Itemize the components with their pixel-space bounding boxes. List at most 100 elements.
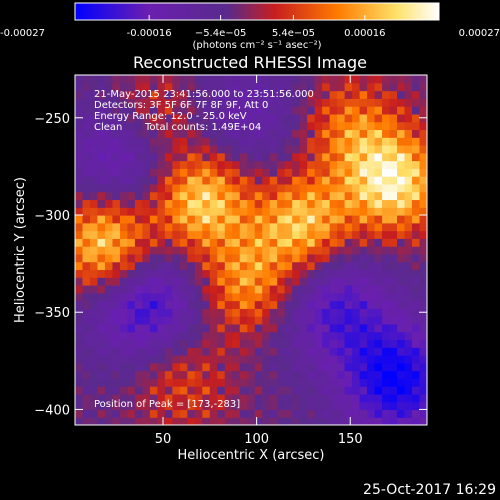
- heatmap-cell: [292, 199, 301, 208]
- heatmap-cell: [247, 113, 256, 123]
- heatmap-cell: [134, 300, 144, 309]
- heatmap-cell: [389, 339, 398, 348]
- heatmap-cell: [314, 238, 323, 247]
- heatmap-cell: [389, 215, 398, 224]
- heatmap-cell: [299, 98, 308, 107]
- heatmap-cell: [89, 331, 99, 341]
- heatmap-cell: [202, 269, 211, 278]
- heatmap-cell: [374, 106, 383, 115]
- heatmap-cell: [352, 370, 361, 379]
- heatmap-cell: [344, 129, 353, 138]
- heatmap-cell: [75, 393, 84, 403]
- heatmap-cell: [127, 362, 136, 372]
- heatmap-cell: [382, 222, 391, 232]
- heatmap-cell: [142, 409, 151, 418]
- heatmap-cell: [254, 261, 263, 271]
- heatmap-cell: [202, 417, 211, 425]
- heatmap-cell: [247, 378, 256, 387]
- heatmap-cell: [179, 292, 188, 302]
- heatmap-cell: [382, 129, 391, 138]
- heatmap-cell: [352, 199, 361, 208]
- heatmap-cell: [299, 137, 308, 146]
- heatmap-cell: [119, 386, 129, 395]
- heatmap-cell: [209, 285, 218, 294]
- heatmap-cell: [344, 409, 353, 418]
- heatmap-cell: [337, 238, 346, 247]
- heatmap-cell: [217, 137, 226, 146]
- heatmap-cell: [344, 308, 353, 317]
- heatmap-cell: [194, 378, 203, 387]
- heatmap-cell: [232, 261, 241, 271]
- heatmap-cell: [239, 207, 248, 216]
- heatmap-cell: [82, 316, 91, 325]
- heatmap-cell: [337, 285, 346, 294]
- heatmap-cell: [412, 300, 421, 309]
- heatmap-cell: [292, 145, 301, 154]
- heatmap-cell: [397, 121, 406, 131]
- heatmap-cell: [374, 199, 383, 208]
- heatmap-cell: [82, 137, 91, 146]
- heatmap-cell: [389, 246, 398, 255]
- heatmap-cell: [75, 339, 84, 348]
- heatmap-cell: [374, 417, 383, 425]
- heatmap-cell: [82, 362, 91, 372]
- heatmap-cell: [134, 331, 144, 341]
- heatmap-cell: [254, 308, 263, 317]
- heatmap-cell: [75, 215, 84, 224]
- heatmap-cell: [307, 98, 316, 107]
- heatmap-cell: [187, 152, 196, 162]
- heatmap-cell: [224, 199, 233, 208]
- heatmap-cell: [352, 106, 361, 115]
- colorbar-tick-label: 0.00016: [344, 28, 385, 39]
- heatmap-cell: [104, 355, 114, 364]
- heatmap-cell: [202, 401, 211, 411]
- heatmap-cell: [284, 331, 293, 341]
- heatmap-cell: [149, 362, 158, 372]
- heatmap-cell: [187, 355, 196, 364]
- heatmap-cell: [389, 355, 398, 364]
- heatmap-cell: [367, 362, 376, 372]
- heatmap-cell: [97, 199, 106, 208]
- heatmap-cell: [299, 238, 308, 247]
- heatmap-cell: [352, 246, 361, 255]
- heatmap-cell: [277, 90, 286, 99]
- heatmap-cell: [277, 401, 286, 411]
- heatmap-cell: [344, 323, 353, 333]
- heatmap-cell: [82, 323, 91, 333]
- heatmap-cell: [412, 331, 421, 341]
- heatmap-cell: [397, 230, 406, 239]
- heatmap-cell: [112, 106, 121, 115]
- heatmap-cell: [269, 82, 278, 92]
- heatmap-cell: [367, 409, 376, 418]
- heatmap-cell: [314, 409, 323, 418]
- heatmap-cell: [337, 106, 346, 115]
- heatmap-cell: [337, 246, 346, 255]
- heatmap-cell: [149, 215, 158, 224]
- heatmap-cell: [352, 168, 361, 177]
- heatmap-cell: [307, 90, 316, 99]
- heatmap-cell: [157, 401, 166, 411]
- heatmap-cell: [82, 75, 91, 84]
- annotation-detectors: Detectors: 3F 5F 6F 7F 8F 9F, Att 0: [94, 100, 268, 111]
- heatmap-cell: [254, 90, 263, 99]
- heatmap-cell: [322, 323, 331, 333]
- heatmap-cell: [187, 82, 196, 92]
- heatmap-cell: [209, 98, 218, 107]
- heatmap-cell: [412, 215, 421, 224]
- heatmap-cell: [187, 261, 196, 271]
- heatmap-cell: [322, 113, 331, 123]
- heatmap-cell: [217, 90, 226, 99]
- heatmap-cell: [172, 98, 181, 107]
- heatmap-cell: [127, 176, 136, 185]
- heatmap-cell: [112, 129, 121, 138]
- heatmap-cell: [397, 323, 406, 333]
- heatmap-cell: [149, 246, 158, 255]
- heatmap-cell: [89, 246, 99, 255]
- heatmap-cell: [239, 339, 248, 348]
- heatmap-cell: [232, 316, 241, 325]
- heatmap-cell: [329, 176, 338, 185]
- heatmap-cell: [359, 191, 368, 201]
- heatmap-cell: [367, 316, 376, 325]
- heatmap-cell: [97, 137, 106, 146]
- heatmap-cell: [247, 199, 256, 208]
